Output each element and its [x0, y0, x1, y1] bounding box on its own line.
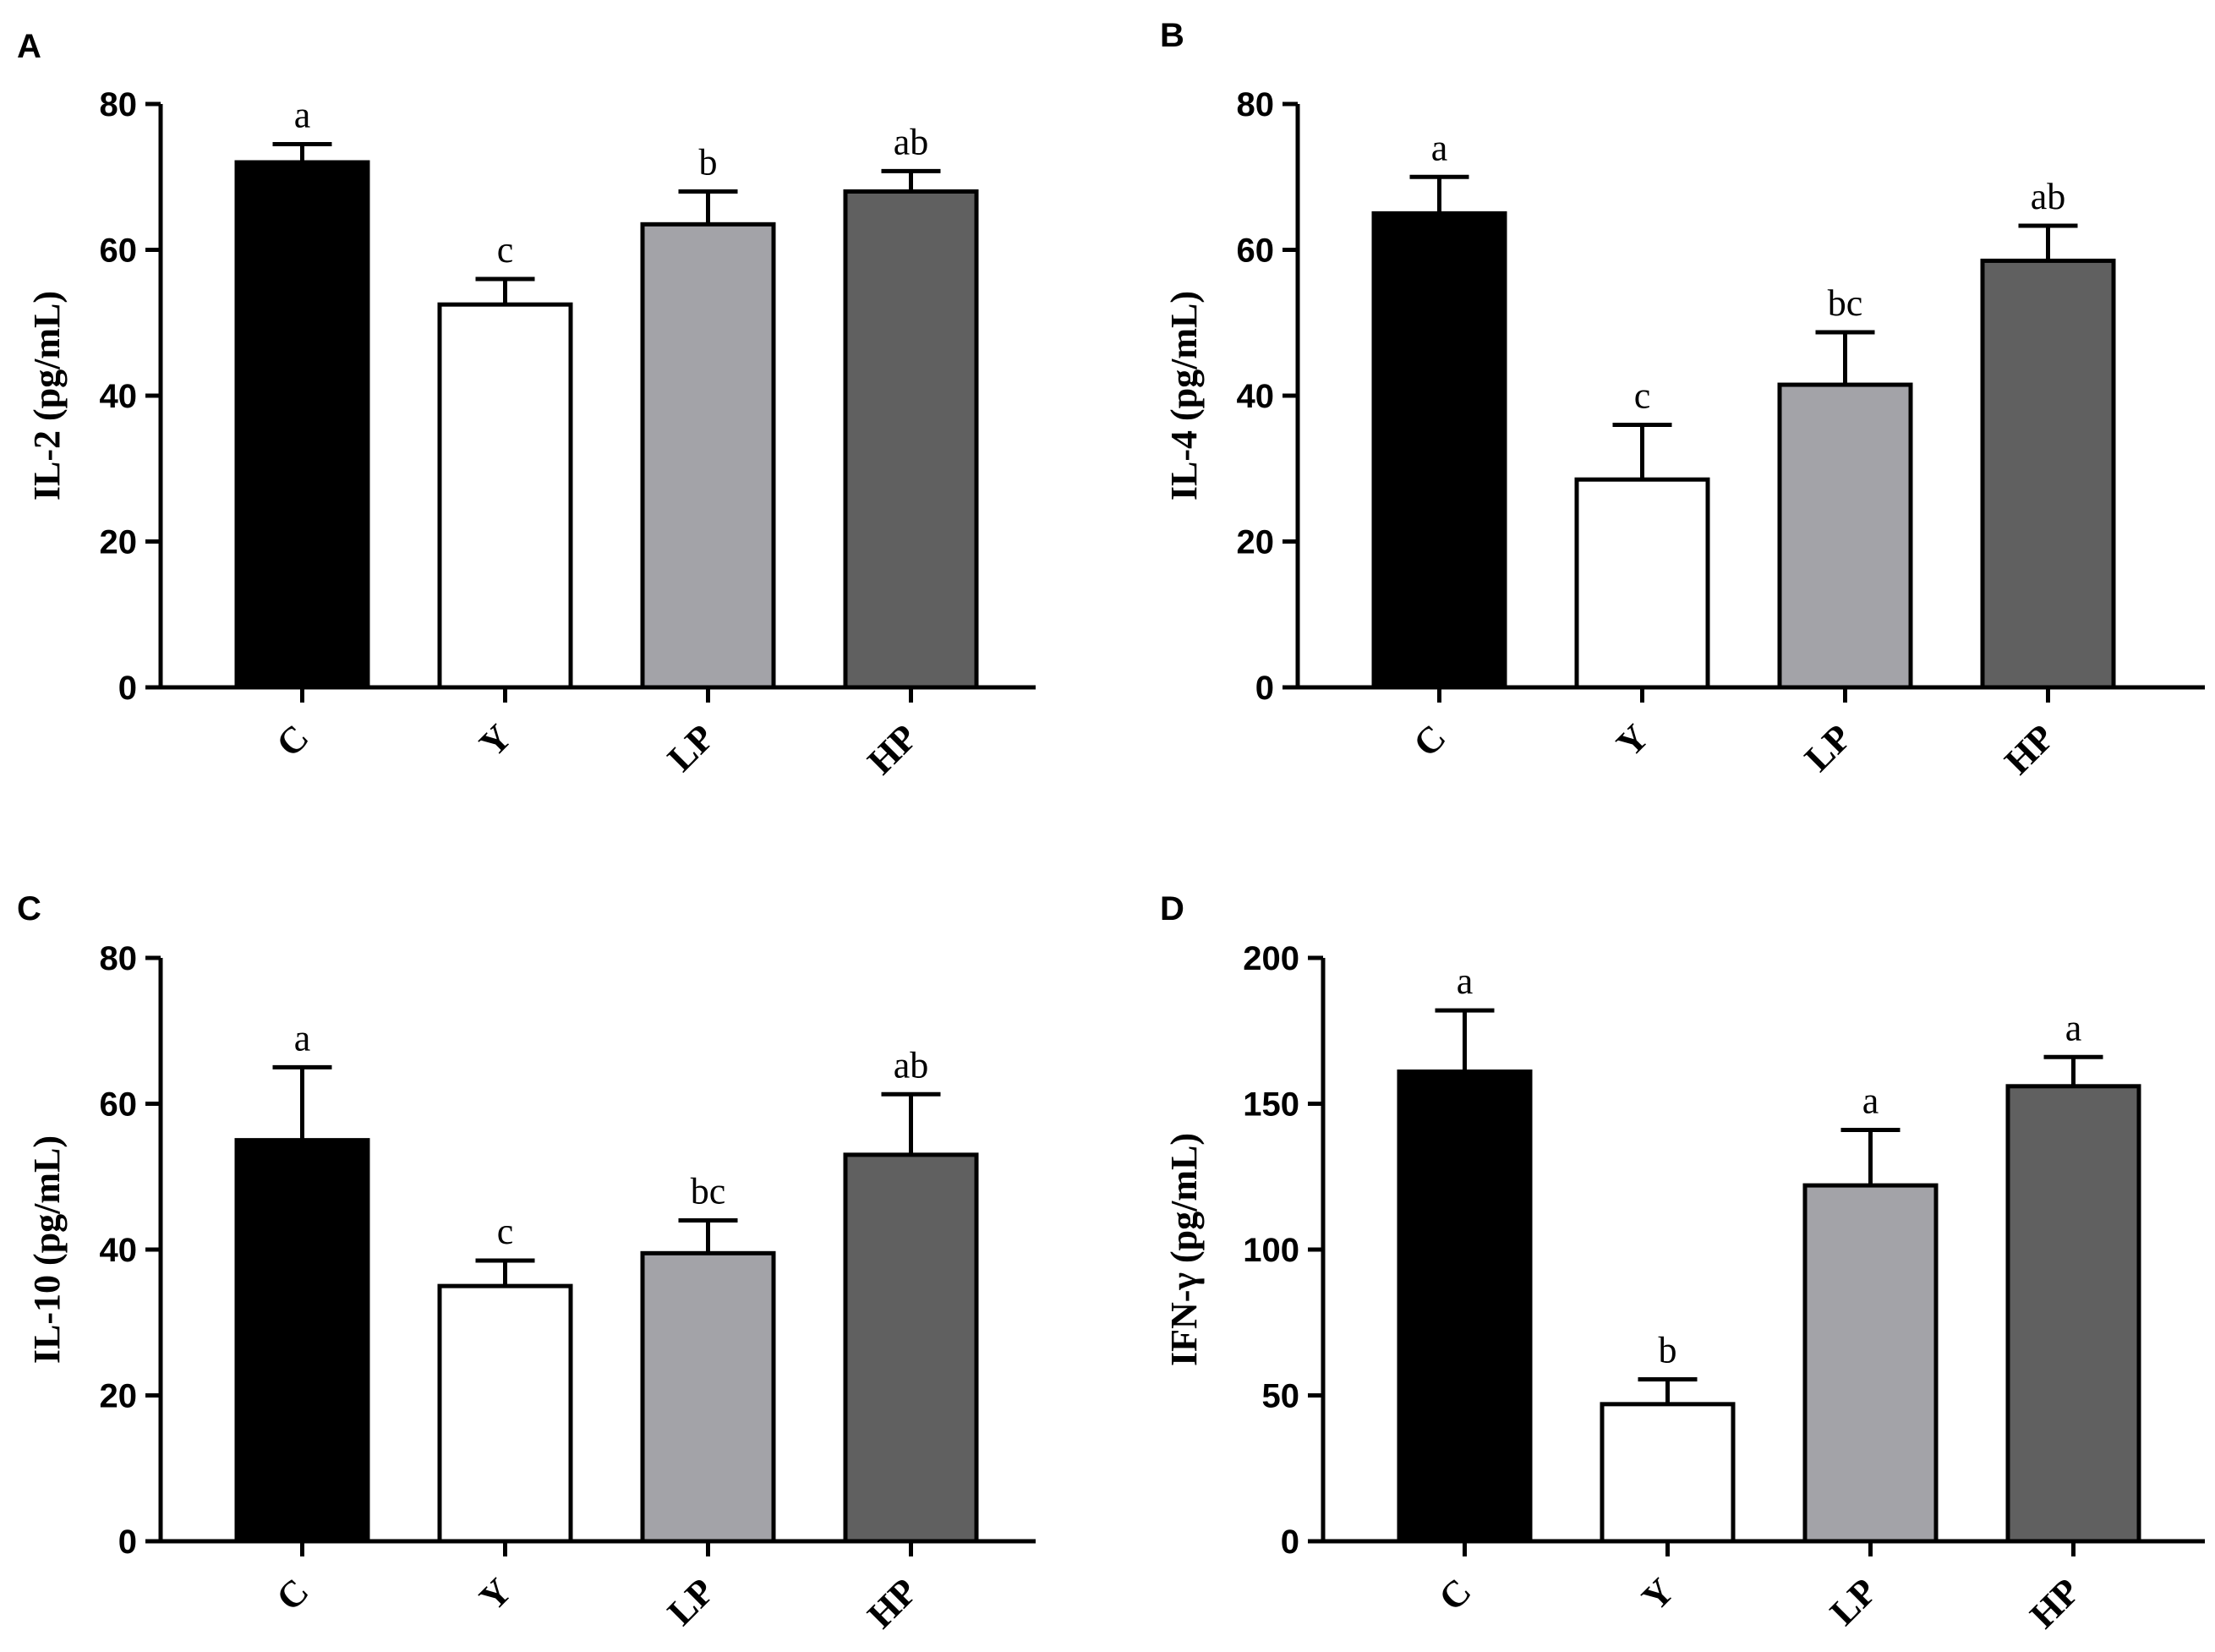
- significance-label: c: [497, 1211, 514, 1252]
- bar-c: [1397, 1069, 1533, 1544]
- significance-label: b: [1659, 1330, 1677, 1371]
- category-label: LP: [1797, 716, 1859, 779]
- y-tick-label: 20: [1237, 524, 1275, 561]
- significance-label: c: [497, 229, 514, 271]
- significance-label: a: [1457, 960, 1474, 1002]
- y-tick-label: 60: [1237, 232, 1275, 270]
- y-tick-label: 0: [118, 670, 137, 707]
- y-tick-label: 50: [1262, 1378, 1300, 1415]
- bar-y: [437, 1283, 573, 1544]
- y-tick-label: 0: [1281, 1523, 1299, 1561]
- category-label: LP: [1822, 1570, 1884, 1633]
- bar-y: [1574, 477, 1710, 690]
- bar-hp: [843, 189, 979, 690]
- significance-label: a: [294, 1017, 311, 1058]
- panel-letter: C: [17, 890, 41, 927]
- panel-d: D IFN-γ (pg/mL) 0 50 100 150 200 a Cb Ya LP a HP: [1160, 890, 2205, 1636]
- y-axis-title: IL-10 (pg/mL): [26, 1135, 68, 1364]
- significance-label: bc: [1828, 282, 1863, 324]
- y-tick-label: 150: [1243, 1086, 1299, 1124]
- category-label: Y: [1633, 1570, 1682, 1618]
- y-tick-label: 20: [100, 524, 138, 561]
- y-tick-label: 100: [1243, 1232, 1299, 1269]
- panel-letter: B: [1160, 17, 1184, 54]
- panel-letter: A: [17, 28, 41, 65]
- category-label: HP: [2022, 1570, 2088, 1636]
- category-label: C: [268, 1570, 316, 1618]
- panel-b: B IL-4 (pg/mL) 0 20 40 60 80 a Cc Ybc LP ab HP: [1160, 17, 2205, 782]
- y-tick-label: 40: [1237, 378, 1275, 415]
- y-tick-label: 60: [100, 232, 138, 270]
- significance-label: bc: [691, 1171, 726, 1212]
- panel-a: A IL-2 (pg/mL) 0 20 40 60 80 a Cc Yb LP ab HP: [17, 28, 1036, 782]
- y-axis-title: IFN-γ (pg/mL): [1163, 1133, 1205, 1366]
- y-tick-label: 20: [100, 1378, 138, 1415]
- y-tick-label: 80: [100, 86, 138, 123]
- significance-label: ab: [2031, 176, 2066, 217]
- category-label: C: [1405, 716, 1453, 764]
- bar-c: [1371, 211, 1507, 690]
- significance-label: a: [2065, 1007, 2082, 1048]
- category-label: HP: [1997, 716, 2063, 782]
- y-tick-label: 0: [118, 1523, 137, 1561]
- panel-letter: D: [1160, 890, 1184, 927]
- y-axis-title: IL-4 (pg/mL): [1163, 291, 1205, 501]
- significance-label: b: [699, 142, 718, 183]
- bar-c: [234, 160, 370, 690]
- significance-label: ab: [894, 1044, 929, 1086]
- y-axis-title: IL-2 (pg/mL): [26, 291, 68, 501]
- category-label: Y: [471, 1570, 519, 1618]
- y-tick-label: 40: [100, 378, 138, 415]
- bar-c: [234, 1138, 370, 1544]
- category-label: LP: [659, 716, 722, 779]
- bar-y: [1600, 1402, 1736, 1544]
- category-label: HP: [860, 716, 926, 782]
- bar-lp: [1777, 382, 1913, 690]
- bar-y: [437, 302, 573, 690]
- bar-lp: [640, 222, 776, 690]
- bar-lp: [640, 1250, 776, 1544]
- significance-label: a: [1431, 127, 1448, 168]
- y-tick-label: 0: [1255, 670, 1274, 707]
- bar-lp: [1802, 1183, 1939, 1544]
- y-tick-label: 80: [100, 940, 138, 977]
- y-tick-label: 200: [1243, 940, 1299, 977]
- category-label: LP: [659, 1570, 722, 1633]
- bar-hp: [2005, 1084, 2141, 1544]
- significance-label: a: [294, 94, 311, 135]
- y-tick-label: 80: [1237, 86, 1275, 123]
- y-tick-label: 60: [100, 1086, 138, 1124]
- category-label: Y: [1608, 716, 1656, 764]
- panel-c: C IL-10 (pg/mL) 0 20 40 60 80 a Cc Ybc LP ab HP: [17, 890, 1036, 1636]
- y-tick-label: 40: [100, 1232, 138, 1269]
- category-label: Y: [471, 716, 519, 764]
- category-label: HP: [860, 1570, 926, 1636]
- significance-label: c: [1634, 375, 1651, 417]
- bar-hp: [1980, 258, 2116, 690]
- significance-label: a: [1862, 1080, 1879, 1122]
- category-label: C: [1430, 1570, 1479, 1618]
- significance-label: ab: [894, 121, 929, 162]
- bar-hp: [843, 1152, 979, 1544]
- category-label: C: [268, 716, 316, 764]
